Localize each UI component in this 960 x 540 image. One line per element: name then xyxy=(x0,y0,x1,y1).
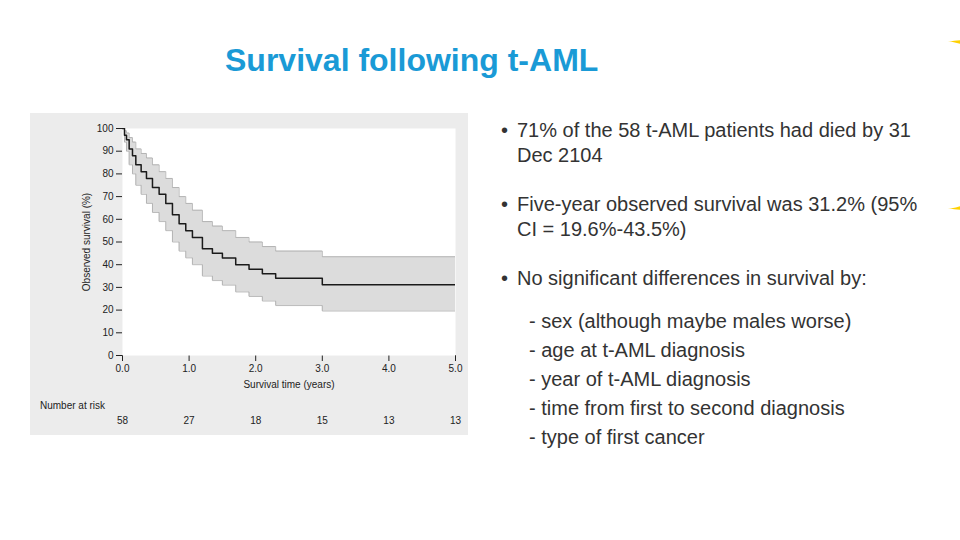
svg-text:30: 30 xyxy=(102,282,114,293)
svg-text:58: 58 xyxy=(117,415,129,426)
svg-text:3.0: 3.0 xyxy=(315,363,329,374)
svg-text:18: 18 xyxy=(250,415,262,426)
svg-text:Observed survival (%): Observed survival (%) xyxy=(81,193,92,291)
svg-text:15: 15 xyxy=(317,415,329,426)
svg-text:10: 10 xyxy=(102,327,114,338)
svg-text:Survival time (years): Survival time (years) xyxy=(243,379,334,390)
html-text:71% of the 58 t-AML patients h: 71% of the 58 t-AML patients had died by… xyxy=(517,119,911,166)
svg-text:100: 100 xyxy=(97,123,114,134)
html-text:- year of t-AML diagnosis: - year of t-AML diagnosis xyxy=(529,368,751,390)
svg-text:60: 60 xyxy=(102,214,114,225)
svg-text:0.0: 0.0 xyxy=(116,363,130,374)
svg-text:40: 40 xyxy=(102,259,114,270)
html-text:No significant differences in: No significant differences in survival b… xyxy=(517,267,867,289)
svg-text:4.0: 4.0 xyxy=(382,363,396,374)
svg-text:1.0: 1.0 xyxy=(182,363,196,374)
html-text:- sex (although maybe males wo: - sex (although maybe males worse) xyxy=(529,310,852,332)
svg-text:13: 13 xyxy=(450,415,462,426)
html-text:- time from first to second di: - time from first to second diagnosis xyxy=(529,397,845,419)
svg-text:50: 50 xyxy=(102,236,114,247)
svg-text:20: 20 xyxy=(102,304,114,315)
html-text:Five-year observed survival wa: Five-year observed survival was 31.2% (9… xyxy=(517,193,918,240)
svg-text:90: 90 xyxy=(102,145,114,156)
svg-text:70: 70 xyxy=(102,191,114,202)
svg-text:13: 13 xyxy=(383,415,395,426)
svg-text:27: 27 xyxy=(184,415,196,426)
svg-text:80: 80 xyxy=(102,168,114,179)
svg-text:2.0: 2.0 xyxy=(249,363,263,374)
html-text:Survival following t-AML: Survival following t-AML xyxy=(225,42,599,78)
svg-text:0: 0 xyxy=(108,350,114,361)
html-text:- age at t-AML diagnosis: - age at t-AML diagnosis xyxy=(529,339,745,361)
html-text:Number at risk: Number at risk xyxy=(40,400,105,411)
html-text:- type of first cancer: - type of first cancer xyxy=(529,426,705,448)
svg-text:5.0: 5.0 xyxy=(449,363,463,374)
